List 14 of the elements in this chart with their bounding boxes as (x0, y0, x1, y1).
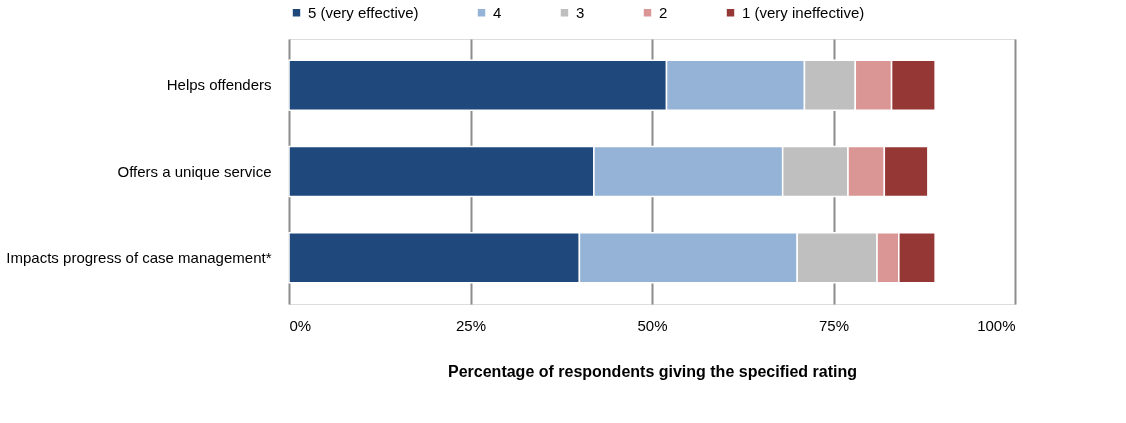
x-tick-label: 100% (977, 316, 1016, 334)
x-tick-label: 75% (818, 316, 850, 334)
y-tick-label: Helps offenders (166, 76, 272, 94)
legend-label: 2 (659, 3, 668, 21)
x-tick-label: 50% (637, 316, 668, 334)
x-tick-label: 25% (455, 316, 487, 334)
legend-label: 1 (very ineffective) (742, 3, 865, 21)
x-tick-label: 0% (289, 316, 312, 334)
y-tick-label: Impacts progress of case management* (6, 248, 272, 266)
x-axis-title: Percentage of respondents giving the specified rating (448, 362, 857, 380)
y-tick-label: Offers a unique service (117, 162, 272, 180)
legend-label: 4 (493, 3, 502, 21)
legend-label: 3 (576, 3, 585, 21)
legend-label: 5 (very effective) (308, 3, 419, 21)
